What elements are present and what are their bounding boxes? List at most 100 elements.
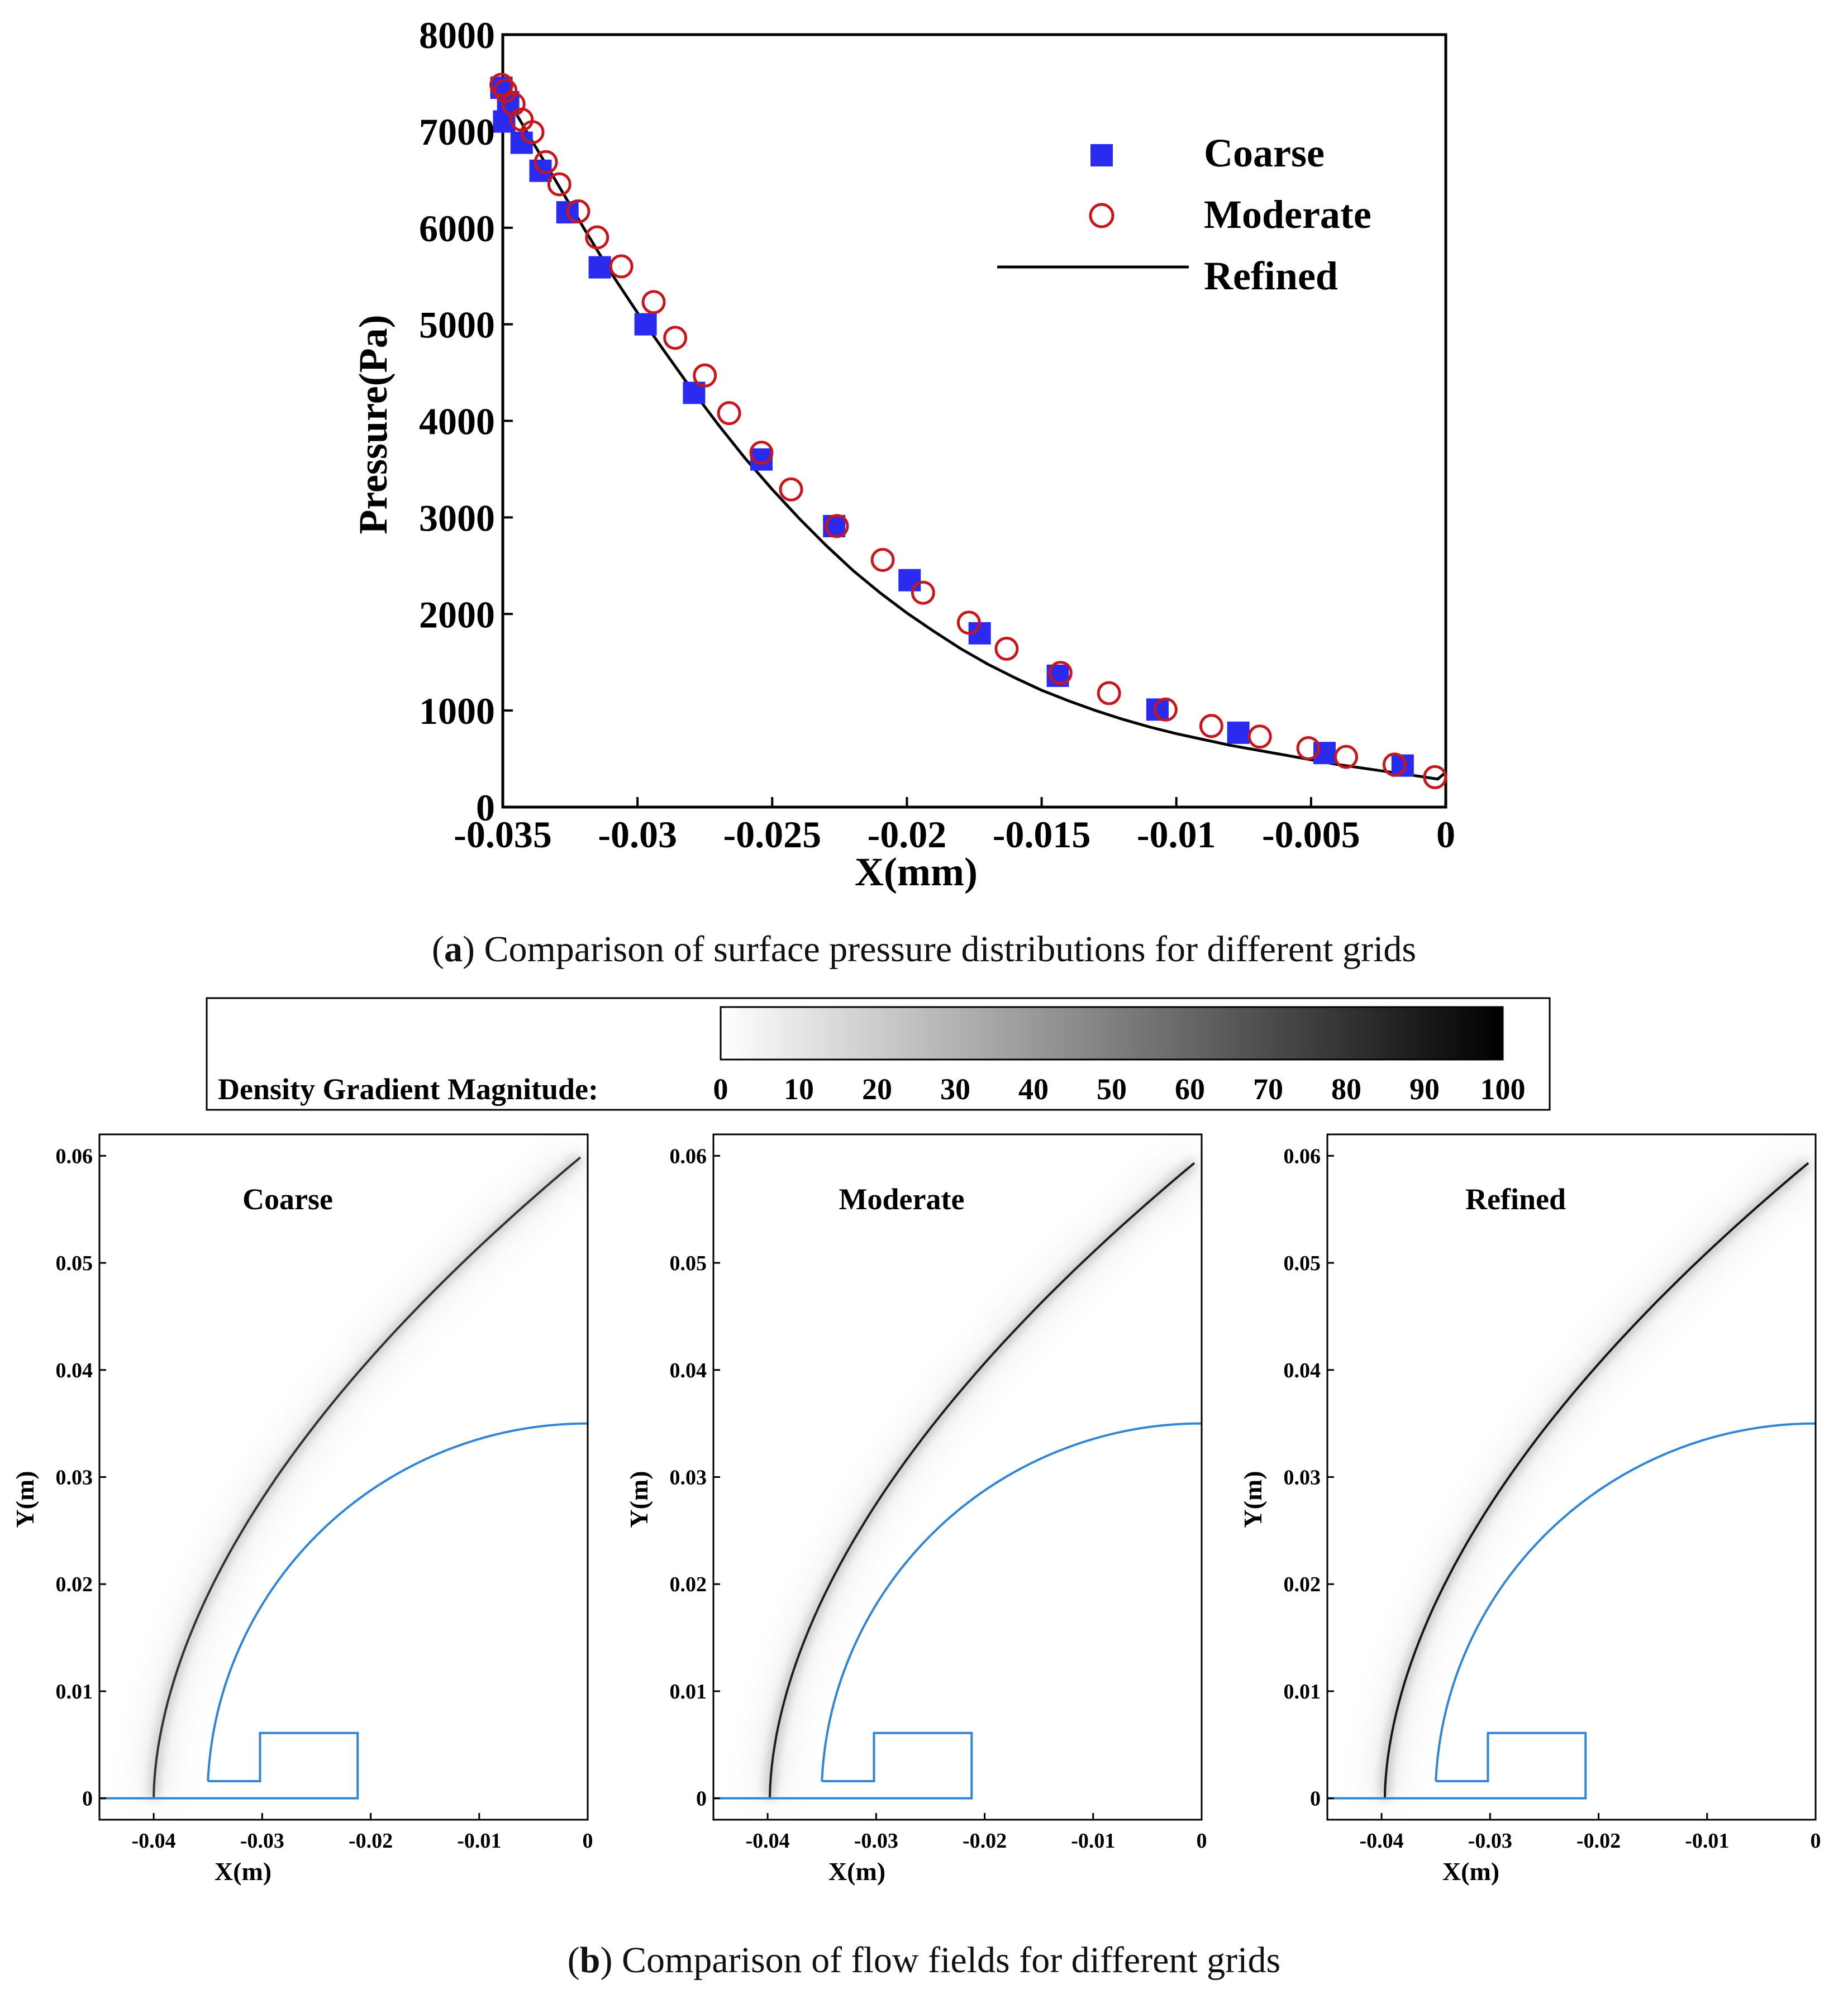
moderate-point xyxy=(493,78,518,103)
x-tick-label: -0.005 xyxy=(1262,813,1360,856)
legend-coarse-marker xyxy=(1090,144,1113,166)
pressure-chart-x-tick-labels: -0.035 -0.03 -0.025 -0.02 -0.015 -0.01 -0.005 0 xyxy=(454,813,1455,856)
colorbar-label: Density Gradient Magnitude: xyxy=(218,1072,598,1106)
moderate-point xyxy=(1423,765,1447,789)
panel-x-tick-label: -0.03 xyxy=(240,1829,284,1853)
panel-y-tick-label: 0.06 xyxy=(56,1144,93,1168)
colorbar-tick-label: 40 xyxy=(1018,1072,1049,1106)
panel-y-tick-label: 0.06 xyxy=(670,1144,707,1168)
moderate-point xyxy=(956,610,981,635)
panel-x-axis-label: X(m) xyxy=(1442,1857,1499,1886)
moderate-point xyxy=(1153,697,1178,722)
moderate-point xyxy=(534,150,558,174)
moderate-point xyxy=(520,120,545,145)
y-tick-label: 4000 xyxy=(419,400,495,443)
moderate-point xyxy=(870,547,895,572)
panel-x-tick-label: -0.03 xyxy=(854,1829,898,1853)
y-tick-label: 5000 xyxy=(419,304,495,346)
x-tick-label: 0 xyxy=(1436,813,1455,856)
x-tick-label: -0.01 xyxy=(1137,813,1216,856)
legend-moderate-label: Moderate xyxy=(1204,192,1371,237)
panel-x-tick-label: 0 xyxy=(1811,1829,1821,1853)
coarse-point xyxy=(1227,721,1250,744)
panel-y-tick-label: 0 xyxy=(1310,1787,1321,1811)
moderate-point xyxy=(749,441,774,465)
moderate-point xyxy=(585,225,609,250)
panel-y-tick-label: 0.02 xyxy=(670,1573,707,1596)
moderate-point xyxy=(1296,736,1321,761)
moderate-point xyxy=(547,172,571,197)
panel-y-tick-label: 0.05 xyxy=(670,1252,707,1275)
caption-b-text: Comparison of flow fields for different … xyxy=(621,1940,1281,1981)
panel-y-axis-label: Y(m) xyxy=(11,1471,39,1528)
moderate-series xyxy=(489,73,1447,789)
moderate-point xyxy=(1199,714,1223,738)
moderate-point xyxy=(663,326,688,350)
panel-x-tick-label: -0.01 xyxy=(1071,1829,1115,1853)
panel-title: Refined xyxy=(1465,1182,1566,1216)
panel-title: Coarse xyxy=(242,1182,333,1216)
panel-y-tick-label: 0.04 xyxy=(56,1359,93,1382)
inlet-geometry xyxy=(713,1731,973,1800)
panel-y-tick-label: 0.01 xyxy=(670,1680,707,1704)
panel-y-tick-label: 0.05 xyxy=(1284,1252,1321,1275)
moderate-point xyxy=(1097,681,1121,705)
panel-x-tick-label: -0.04 xyxy=(132,1829,176,1853)
colorbar-tick-label: 90 xyxy=(1409,1072,1440,1106)
moderate-point xyxy=(911,580,935,605)
panel-y-axis-label: Y(m) xyxy=(625,1471,653,1528)
x-axis-label: X(mm) xyxy=(855,850,978,894)
colorbar-tick-label: 30 xyxy=(940,1072,970,1106)
panel-x-tick-label: -0.02 xyxy=(349,1829,393,1853)
panel-y-tick-label: 0 xyxy=(82,1787,93,1811)
coarse-point xyxy=(898,569,921,591)
y-tick-label: 6000 xyxy=(419,207,495,250)
caption-b: (b) Comparison of flow fields for differ… xyxy=(567,1940,1281,1981)
y-tick-label: 1000 xyxy=(419,690,495,732)
moderate-point xyxy=(609,254,634,279)
moderate-point xyxy=(693,363,717,388)
pressure-chart-y-tick-labels: 0 1000 2000 3000 4000 5000 6000 7000 8000 xyxy=(419,14,495,829)
flow-panel-moderate: Moderate -0.04 -0.03 -0.02 -0.01 0 0 0.01 0.02 0.… xyxy=(625,1133,1207,1886)
shock-wave xyxy=(1383,1162,1809,1798)
panel-field xyxy=(99,1144,588,1800)
x-tick-label: -0.015 xyxy=(993,813,1091,856)
colorbar-gradient xyxy=(720,1006,1504,1061)
caption-a-label: a xyxy=(444,929,463,970)
y-tick-label: 3000 xyxy=(419,497,495,539)
panel-y-tick-label: 0.01 xyxy=(56,1680,93,1704)
panel-y-axis-label: Y(m) xyxy=(1239,1471,1267,1528)
blunt-body-surface xyxy=(1435,1422,1816,1782)
panel-y-tick-label: 0.02 xyxy=(56,1573,93,1596)
x-tick-label: -0.025 xyxy=(723,813,821,856)
legend-coarse-label: Coarse xyxy=(1204,131,1325,175)
refined-line xyxy=(501,87,1447,781)
y-tick-label: 0 xyxy=(476,786,495,829)
x-tick-label: -0.03 xyxy=(598,813,677,856)
shock-wave xyxy=(153,1156,582,1798)
colorbar-tick-label: 50 xyxy=(1097,1072,1127,1106)
moderate-point xyxy=(1048,661,1073,685)
colorbar-tick-labels: 0 10 20 30 40 50 60 70 80 90 100 xyxy=(713,1072,1526,1106)
shock-wave xyxy=(769,1162,1196,1798)
panel-title: Moderate xyxy=(839,1182,965,1216)
moderate-point xyxy=(1334,745,1359,769)
caption-a: (a) Comparison of surface pressure distr… xyxy=(431,929,1417,970)
colorbar-tick-label: 100 xyxy=(1480,1072,1526,1106)
panel-y-tick-label: 0.04 xyxy=(1284,1359,1321,1382)
panel-y-tick-label: 0.01 xyxy=(1284,1680,1321,1704)
colorbar-tick-label: 80 xyxy=(1331,1072,1361,1106)
pressure-chart-frame xyxy=(501,33,1447,809)
panel-x-tick-label: -0.03 xyxy=(1468,1829,1512,1853)
pressure-chart: -0.035 -0.03 -0.025 -0.02 -0.015 -0.01 -0.005 0… xyxy=(351,14,1455,894)
panel-x-tick-label: -0.01 xyxy=(1685,1829,1729,1853)
legend-refined-label: Refined xyxy=(1204,254,1338,298)
moderate-point xyxy=(1382,752,1407,777)
panel-y-tick-label: 0.06 xyxy=(1284,1144,1321,1168)
x-tick-label: -0.035 xyxy=(454,813,552,856)
panel-y-tick-label: 0.02 xyxy=(1284,1573,1321,1596)
colorbar-tick-label: 20 xyxy=(862,1072,892,1106)
y-tick-label: 8000 xyxy=(419,14,495,56)
flow-panel-coarse: Coarse -0.04 -0.03 -0.02 -0.01 0 0 0.01 0.02 0.03… xyxy=(11,1133,593,1886)
